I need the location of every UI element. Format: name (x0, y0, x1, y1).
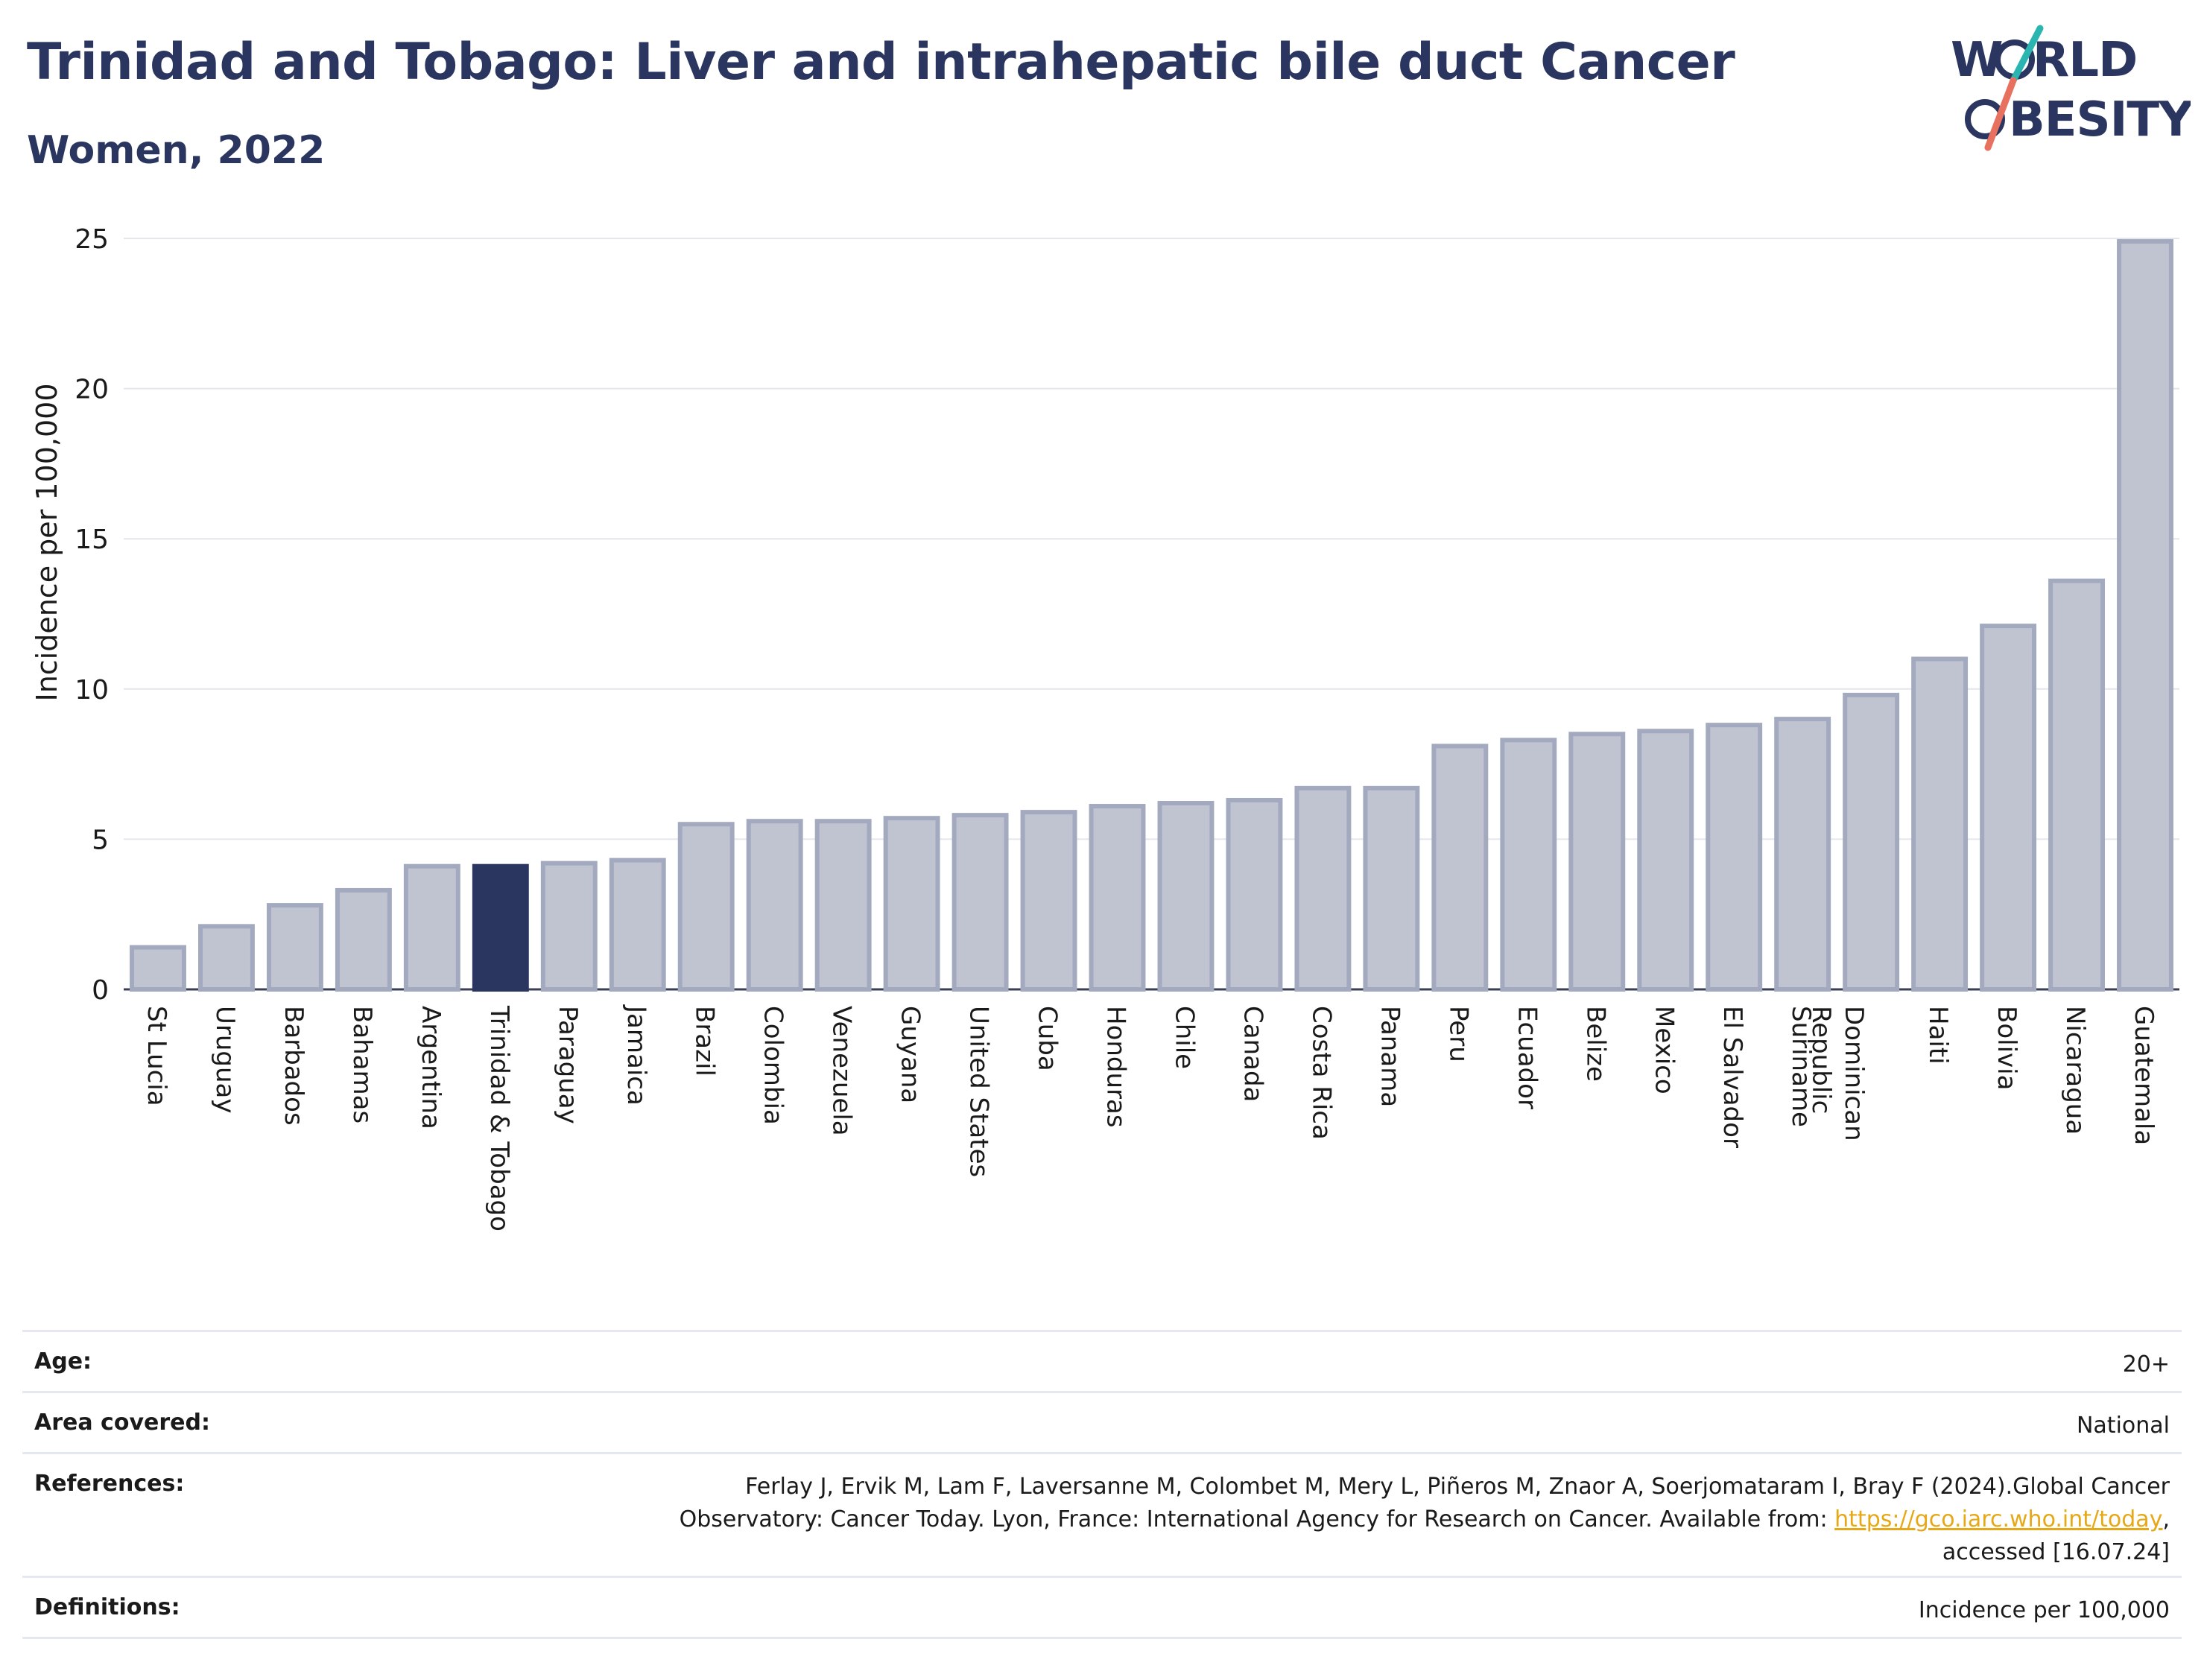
bar (335, 887, 392, 992)
bar (1500, 738, 1557, 992)
area-label: Area covered: (34, 1410, 210, 1436)
references-line-2-text: Observatory: Cancer Today. Lyon, France:… (679, 1506, 1835, 1532)
x-tick-label: Argentina (416, 1006, 446, 1129)
bar (403, 863, 460, 992)
bar (1706, 723, 1763, 992)
bar (540, 860, 598, 992)
bar-chart: 0 5 10 15 20 25 St Lucia Uruguay Barbados Bahama… (31, 224, 2179, 1232)
x-tick-label: Costa Rica (1306, 1006, 1336, 1140)
bar (1363, 785, 1420, 992)
y-tick-label: 25 (75, 224, 109, 255)
x-tick-label: Uruguay (210, 1006, 240, 1114)
gridlines (124, 238, 2179, 991)
bar (1843, 692, 1900, 992)
references-line-2: Observatory: Cancer Today. Lyon, France:… (680, 1503, 2170, 1536)
bar (1980, 624, 2037, 992)
x-tick-label: St Lucia (142, 1006, 171, 1106)
x-tick-label: Peru (1443, 1006, 1473, 1062)
y-axis-ticks: 0 5 10 15 20 25 (75, 224, 109, 1006)
y-tick-label: 10 (75, 675, 109, 706)
x-tick-label: Canada (1238, 1006, 1267, 1102)
bar (1911, 656, 1969, 992)
area-value: National (2076, 1413, 2170, 1439)
x-tick-label: Panama (1375, 1006, 1405, 1107)
x-tick-label: Nicaragua (2060, 1006, 2090, 1135)
page-title: Trinidad and Tobago: Liver and intrahepa… (27, 33, 1735, 92)
y-tick-label: 0 (92, 975, 109, 1006)
x-tick-label: Barbados (279, 1006, 308, 1126)
age-value: 20+ (2122, 1351, 2170, 1378)
x-tick-label: Chile (1169, 1006, 1199, 1069)
bar (1020, 810, 1077, 992)
bar-highlight (472, 863, 529, 992)
x-tick-label: Guyana (896, 1006, 925, 1103)
x-tick-label: Belize (1580, 1006, 1610, 1082)
bar (1226, 797, 1283, 992)
x-tick-label: Bolivia (1992, 1006, 2021, 1090)
bar (1568, 732, 1626, 992)
references-line-2-end: , (2162, 1506, 2170, 1532)
x-tick-label: El Salvador (1717, 1006, 1747, 1148)
x-tick-label: Honduras (1101, 1006, 1131, 1128)
bar (1637, 729, 1694, 992)
bar (951, 813, 1009, 992)
world-obesity-logo: W RLD BESITY (1951, 25, 2191, 151)
meta-row-definitions: Definitions: Incidence per 100,000 (22, 1576, 2182, 1638)
x-tick-label: Venezuela (827, 1006, 857, 1136)
bar (1431, 744, 1489, 992)
x-tick-label: Cuba (1033, 1006, 1063, 1071)
bar (198, 924, 255, 992)
x-tick-label: Ecuador (1512, 1006, 1542, 1109)
bar (2048, 578, 2105, 992)
x-tick-label: United States (964, 1006, 994, 1177)
x-tick-label: Colombia (759, 1006, 788, 1125)
bar (266, 903, 323, 992)
references-link[interactable]: https://gco.iarc.who.int/today (1834, 1506, 2163, 1532)
x-tick-label: Jamaica (621, 1004, 651, 1106)
page-subtitle: Women, 2022 (27, 128, 326, 173)
bars (130, 239, 2173, 992)
x-tick-label: DominicanRepublic (1806, 1006, 1869, 1141)
age-label: Age: (34, 1348, 92, 1375)
bar (814, 819, 872, 992)
y-tick-label: 5 (92, 825, 109, 855)
bar (2117, 239, 2173, 992)
bar (1774, 717, 1831, 992)
bar (130, 945, 186, 992)
bar (1294, 785, 1352, 992)
bar (677, 822, 735, 992)
references-line-3: accessed [16.07.24] (1942, 1539, 2170, 1565)
y-tick-label: 15 (75, 524, 109, 555)
bar (746, 819, 803, 992)
svg-text:W: W (1951, 33, 2003, 88)
bar (1089, 804, 1146, 992)
meta-row-references: References: Ferlay J, Ervik M, Lam F, La… (22, 1452, 2182, 1576)
definitions-value: Incidence per 100,000 (1918, 1597, 2170, 1623)
bottom-divider (22, 1637, 2182, 1639)
bar (609, 858, 666, 992)
x-tick-label: Paraguay (553, 1006, 583, 1124)
x-axis-labels: St Lucia Uruguay Barbados Bahamas Argentina T… (142, 1004, 2159, 1232)
x-tick-label: Trinidad & Tobago (484, 1005, 514, 1232)
svg-text:BESITY: BESITY (2009, 92, 2191, 148)
definitions-label: Definitions: (34, 1594, 180, 1620)
meta-row-age: Age: 20+ (22, 1330, 2182, 1392)
x-tick-label: Bahamas (347, 1006, 377, 1123)
svg-text:RLD: RLD (2033, 33, 2137, 88)
bar (883, 816, 940, 992)
bar (1157, 801, 1215, 992)
x-tick-label: Brazil (690, 1006, 720, 1077)
x-tick-label: Guatemala (2129, 1006, 2159, 1145)
meta-row-area: Area covered: National (22, 1391, 2182, 1453)
references-text: Ferlay J, Ervik M, Lam F, Laversanne M, … (680, 1471, 2170, 1569)
y-tick-label: 20 (75, 375, 109, 405)
x-tick-label: Haiti (1923, 1006, 1953, 1065)
references-label: References: (34, 1471, 185, 1497)
y-axis-label: Incidence per 100,000 (31, 383, 63, 701)
x-tick-label: Suriname (1786, 1006, 1816, 1127)
references-line-1: Ferlay J, Ervik M, Lam F, Laversanne M, … (745, 1474, 2170, 1500)
x-tick-label: Mexico (1649, 1006, 1679, 1094)
